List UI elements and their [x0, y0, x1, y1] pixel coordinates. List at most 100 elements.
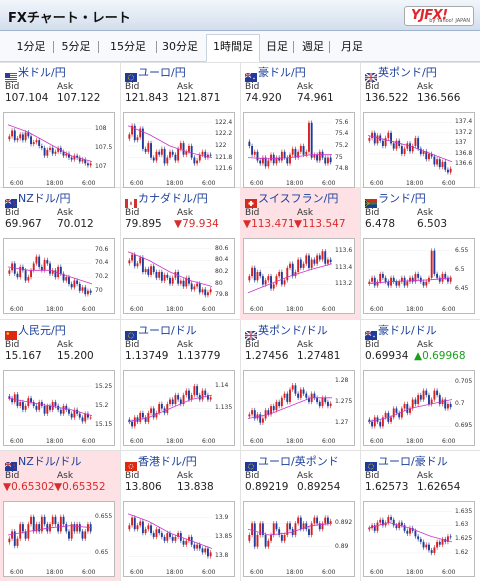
candle-body	[51, 402, 54, 410]
pair-name-link[interactable]: 米ドル/円	[18, 66, 66, 79]
tab-6[interactable]: 日足	[266, 40, 288, 53]
pair-name-link[interactable]: ユーロ/円	[138, 66, 186, 79]
price-chart[interactable]: 6.55 6.5 6.45 6:00 18:00 6:00	[363, 238, 475, 314]
price-chart[interactable]: 80.6 80.4 80.2 80 79.8 6:00 18:00 6:00	[123, 238, 235, 314]
candle-body	[324, 157, 327, 164]
candle-body	[70, 413, 73, 418]
y-tick-label: 70	[95, 286, 103, 294]
candle-body	[430, 399, 433, 404]
candle-body	[150, 266, 152, 275]
pair-name-link[interactable]: 英ポンド/円	[378, 66, 437, 79]
candle-body	[403, 525, 406, 531]
y-tick-label: 0.892	[335, 519, 353, 527]
x-tick-label: 6:00	[130, 569, 144, 576]
candle-body	[428, 544, 430, 551]
candle-body	[381, 519, 384, 526]
price-chart[interactable]: 70.6 70.4 70.2 70 6:00 18:00 6:00	[3, 238, 115, 314]
app-header: FXチャート・レート YJFX! by Yahoo! JAPAN	[0, 0, 480, 31]
price-chart[interactable]: 0.655 0.65 6:00 18:00 6:00	[3, 501, 115, 577]
candle-body	[395, 525, 398, 529]
moving-average-line	[367, 135, 453, 163]
rate-cell: 英ポンド/ドル Bid Ask 1.27456 1.27481 1.28 1.275 1.27…	[240, 320, 360, 452]
candle-body	[438, 159, 441, 168]
pair-name-link[interactable]: カナダドル/円	[138, 192, 208, 205]
candle-body	[422, 281, 425, 286]
pair-name-link[interactable]: 人民元/円	[18, 324, 66, 337]
tab-3[interactable]: 15分足	[110, 40, 146, 53]
pair-name-link[interactable]: 豪ドル/ドル	[378, 324, 437, 337]
candle-body	[185, 540, 188, 545]
candle-body	[209, 552, 212, 557]
ask-value: 136.566	[417, 92, 461, 104]
flag-icon	[244, 67, 257, 82]
tab-1[interactable]: 1分足	[16, 40, 46, 53]
x-tick-label: 6:00	[250, 438, 264, 445]
candle-body	[73, 524, 76, 532]
candle-body	[297, 517, 300, 524]
candle-body	[379, 421, 382, 427]
bid-value: 107.104	[5, 92, 49, 104]
price-chart[interactable]: 0.892 0.89 6:00 18:00 6:00	[243, 501, 355, 577]
price-chart[interactable]: 137.4 137.2 137 136.8 136.6 6:00 18:00 6:00	[363, 112, 475, 188]
bid-value: 74.920	[245, 92, 282, 104]
pair-name-link[interactable]: 香港ドル/円	[138, 455, 197, 468]
tab-4[interactable]: 30分足	[162, 40, 198, 53]
rate-cell: 豪ドル/ドル Bid Ask 0.69934 ▲0.69968 0.705 0.7 0.695…	[360, 320, 480, 452]
pair-name-link[interactable]: NZドル/円	[18, 192, 71, 205]
tab-separator	[293, 41, 294, 53]
candle-body	[179, 280, 182, 284]
price-chart[interactable]: 1.635 1.63 1.625 1.62 6:00 18:00 6:00	[363, 501, 475, 577]
candle-body	[158, 272, 161, 278]
price-chart[interactable]: 75.6 75.4 75.2 75 74.8 6:00 18:00 6:00	[243, 112, 355, 188]
candle-body	[204, 548, 207, 553]
y-tick-label: 136.6	[455, 160, 473, 168]
price-chart[interactable]: 108 107.5 107 6:00 18:00 6:00	[3, 112, 115, 188]
candle-body	[196, 283, 199, 287]
candle-body	[256, 272, 259, 281]
tab-7[interactable]: 週足	[302, 40, 324, 53]
pair-name-link[interactable]: スイスフラン/円	[258, 192, 339, 205]
flag-icon	[245, 193, 257, 208]
price-chart[interactable]: 13.9 13.85 13.8 6:00 18:00 6:00	[123, 501, 235, 577]
candle-body	[376, 135, 379, 144]
candle-body	[19, 134, 22, 139]
pair-name-link[interactable]: ランド/円	[378, 192, 426, 205]
pair-name-link[interactable]: ユーロ/ドル	[138, 324, 197, 337]
candle-body	[422, 151, 425, 154]
bid-value: 69.967	[5, 218, 42, 230]
pair-name-link[interactable]: NZドル/ドル	[18, 455, 82, 468]
price-chart[interactable]: 122.4 122.2 122 121.8 121.6 6:00 18:00 6:00	[123, 112, 235, 188]
price-chart[interactable]: 1.28 1.275 1.27 6:00 18:00 6:00	[243, 370, 355, 446]
pair-name-link[interactable]: ユーロ/英ポンド	[258, 455, 339, 468]
tab-5[interactable]: 1時間足	[206, 34, 260, 62]
chart-svg	[247, 248, 333, 294]
candle-body	[209, 154, 212, 156]
candle-body	[449, 277, 452, 282]
candle-body	[169, 533, 171, 537]
rate-cell: NZドル/ドル Bid Ask ▼0.65302 ▼0.65352 0.655 0.65 6:…	[0, 451, 120, 581]
pair-name-link[interactable]: 英ポンド/ドル	[258, 324, 328, 337]
candle-body	[160, 404, 163, 409]
price-chart[interactable]: 1.14 1.135 6:00 18:00 6:00	[123, 370, 235, 446]
candle-body	[392, 519, 395, 526]
candle-body	[174, 154, 177, 161]
candle-body	[444, 273, 447, 278]
candle-body	[316, 517, 319, 524]
candle-body	[43, 147, 46, 156]
tab-2[interactable]: 5分足	[61, 40, 91, 53]
pair-name-link[interactable]: 豪ドル/円	[258, 66, 306, 79]
tab-8[interactable]: 月足	[341, 40, 363, 53]
price-chart[interactable]: 113.6 113.4 113.2 6:00 18:00 6:00	[243, 238, 355, 314]
candle-body	[38, 256, 41, 267]
price-chart[interactable]: 15.25 15.2 15.15 6:00 18:00 6:00	[3, 370, 115, 446]
x-tick-label: 18:00	[46, 180, 64, 187]
pair-name-link[interactable]: ユーロ/豪ドル	[378, 455, 448, 468]
candle-body	[68, 153, 70, 158]
ask-label: Ask	[177, 471, 194, 481]
candle-body	[51, 516, 54, 525]
candle-body	[78, 283, 81, 291]
chart-svg	[7, 386, 93, 426]
price-chart[interactable]: 0.705 0.7 0.695 6:00 18:00 6:00	[363, 370, 475, 446]
yjfx-logo[interactable]: YJFX! by Yahoo! JAPAN	[404, 6, 474, 26]
y-tick-label: 15.2	[95, 401, 109, 409]
